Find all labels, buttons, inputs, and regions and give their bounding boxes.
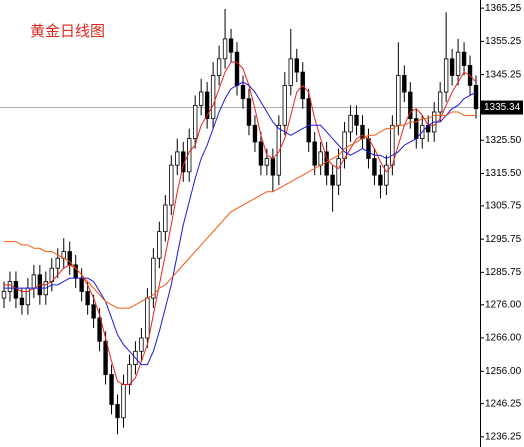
moving-average-line [3,81,477,366]
candle-body [109,374,114,405]
candle-body [443,58,449,93]
candle-body [151,257,156,299]
y-tick-label: 1266.00 [485,333,522,344]
candle-body [282,85,288,126]
candle-body [378,174,383,186]
chart-title: 黄金日线图 [30,23,105,40]
candle-body [121,384,126,419]
candle-body [390,124,395,166]
candle-body [97,317,102,342]
y-tick-label: 1355.25 [485,36,522,47]
candle-body [324,151,329,176]
candle-body [437,91,443,113]
candle-body [55,257,60,269]
candle-body [222,38,228,60]
candle-body [192,104,198,139]
candle-body [336,158,341,186]
candle-body [157,231,162,259]
y-tick-label: 1285.75 [485,267,522,278]
y-tick-label: 1325.50 [485,135,522,146]
candle-body [473,85,479,110]
candle-body [234,51,240,86]
last-price-box [481,100,523,115]
candle-body [252,124,258,143]
candle-body [103,340,108,375]
candle-body [216,58,222,76]
candle-body [348,114,353,133]
candle-body [13,281,19,299]
candle-body [330,174,335,186]
candle-body [270,158,276,176]
candle-body [79,277,84,292]
candle-body [288,58,293,86]
candle-body [240,85,246,100]
candle-body [139,337,144,352]
y-tick-label: 1345.25 [485,69,522,80]
y-tick-label: 1246.25 [485,398,522,409]
candle-body [318,151,323,166]
candle-body [228,38,234,53]
candle-body [402,75,407,93]
candle-body [7,281,13,292]
candle-body [258,141,264,166]
candle-body [210,75,216,120]
candle-body [169,164,174,206]
candle-body [198,91,204,106]
candle-body [264,158,270,166]
candle-body [461,51,467,66]
candle-body [294,58,299,73]
candle-body [408,91,413,120]
candle-body [312,141,317,166]
candle-body [396,75,401,126]
candle-body [276,124,282,176]
y-tick-label: 1365.25 [485,3,522,14]
candle-body [449,58,455,76]
candle-body [204,91,210,120]
candle-body [246,98,252,126]
candle-body [372,158,377,176]
y-tick-label: 1256.00 [485,366,522,377]
y-tick-label: 1295.75 [485,234,522,245]
candle-body [163,204,168,233]
candle-body [175,151,180,166]
candle-body [127,364,132,385]
candle-body [19,297,25,306]
y-tick-label: 1236.25 [485,432,522,443]
last-price-label: 1335.34 [484,102,521,113]
candle-body [31,274,37,289]
candle-body [115,404,120,419]
candle-body [91,304,96,319]
candle-body [455,51,461,76]
candle-body [1,291,7,299]
candle-body [145,297,150,339]
candle-body [342,131,347,159]
y-tick-label: 1305.75 [485,201,522,212]
y-tick-label: 1315.50 [485,168,522,179]
candle-body [85,291,90,306]
moving-average-line [3,111,477,309]
candle-body [360,124,365,139]
candle-body [384,164,389,186]
candle-body [306,98,311,143]
candle-body [354,114,359,126]
y-tick-label: 1276.00 [485,299,522,310]
